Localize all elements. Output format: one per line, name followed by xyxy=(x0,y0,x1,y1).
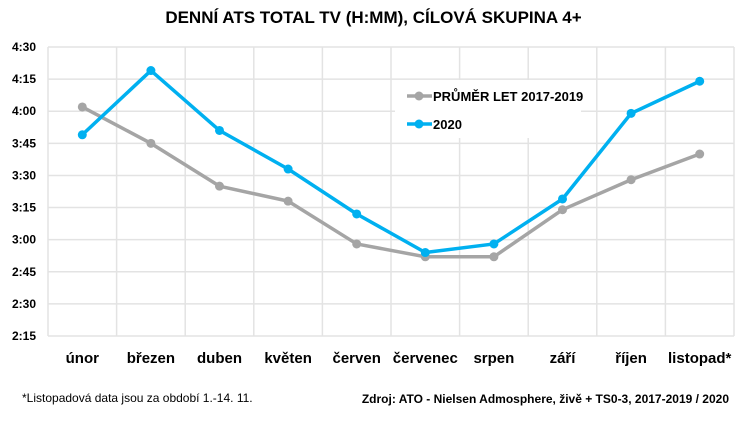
x-tick-label: březen xyxy=(127,350,175,367)
data-point xyxy=(420,248,430,258)
legend-marker-1 xyxy=(414,119,424,129)
data-point xyxy=(626,175,636,185)
x-tick-label: září xyxy=(550,350,577,367)
legend-marker-0 xyxy=(414,91,424,101)
data-point xyxy=(695,76,705,86)
footnote: *Listopadová data jsou za období 1.-14. … xyxy=(22,391,253,405)
x-tick-label: červen xyxy=(333,350,381,367)
data-point xyxy=(558,205,567,215)
x-tick-label: listopad* xyxy=(668,350,732,367)
y-tick-label: 3:30 xyxy=(12,168,36,182)
data-point xyxy=(695,149,705,159)
series-line-0 xyxy=(81,105,701,259)
legend-label-0: PRŮMĚR LET 2017-2019 xyxy=(433,88,583,104)
data-point xyxy=(77,130,87,140)
x-tick-label: červenec xyxy=(393,350,458,367)
data-point xyxy=(77,102,87,112)
data-point xyxy=(283,164,293,174)
data-point xyxy=(146,138,156,148)
data-point xyxy=(352,239,362,249)
x-tick-label: říjen xyxy=(615,350,647,367)
y-tick-label: 2:45 xyxy=(12,265,36,279)
data-point xyxy=(489,252,499,262)
y-tick-label: 3:45 xyxy=(12,136,36,150)
data-point xyxy=(215,125,224,135)
y-tick-label: 2:30 xyxy=(12,297,36,311)
y-tick-label: 2:15 xyxy=(12,329,36,343)
chart-title: DENNÍ ATS TOTAL TV (H:MM), CÍLOVÁ SKUPIN… xyxy=(165,8,582,27)
data-point xyxy=(215,181,224,191)
data-point xyxy=(626,108,636,118)
x-tick-label: květen xyxy=(264,350,312,367)
y-tick-label: 4:00 xyxy=(12,104,36,118)
data-point xyxy=(283,196,293,206)
y-tick-label: 3:15 xyxy=(12,201,36,215)
data-point xyxy=(558,194,567,204)
legend-label-1: 2020 xyxy=(433,117,462,132)
data-point xyxy=(146,66,156,76)
data-point xyxy=(352,209,362,219)
x-tick-label: srpen xyxy=(473,350,514,367)
x-tick-label: únor xyxy=(66,350,99,367)
y-tick-label: 4:15 xyxy=(12,72,36,86)
data-point xyxy=(489,239,499,249)
source-note: Zdroj: ATO - Nielsen Admosphere, živě + … xyxy=(361,392,729,406)
legend-background xyxy=(395,80,581,138)
series-line-1 xyxy=(81,68,701,255)
y-tick-label: 4:30 xyxy=(12,40,36,54)
y-tick-label: 3:00 xyxy=(12,233,36,247)
x-tick-label: duben xyxy=(197,350,242,367)
